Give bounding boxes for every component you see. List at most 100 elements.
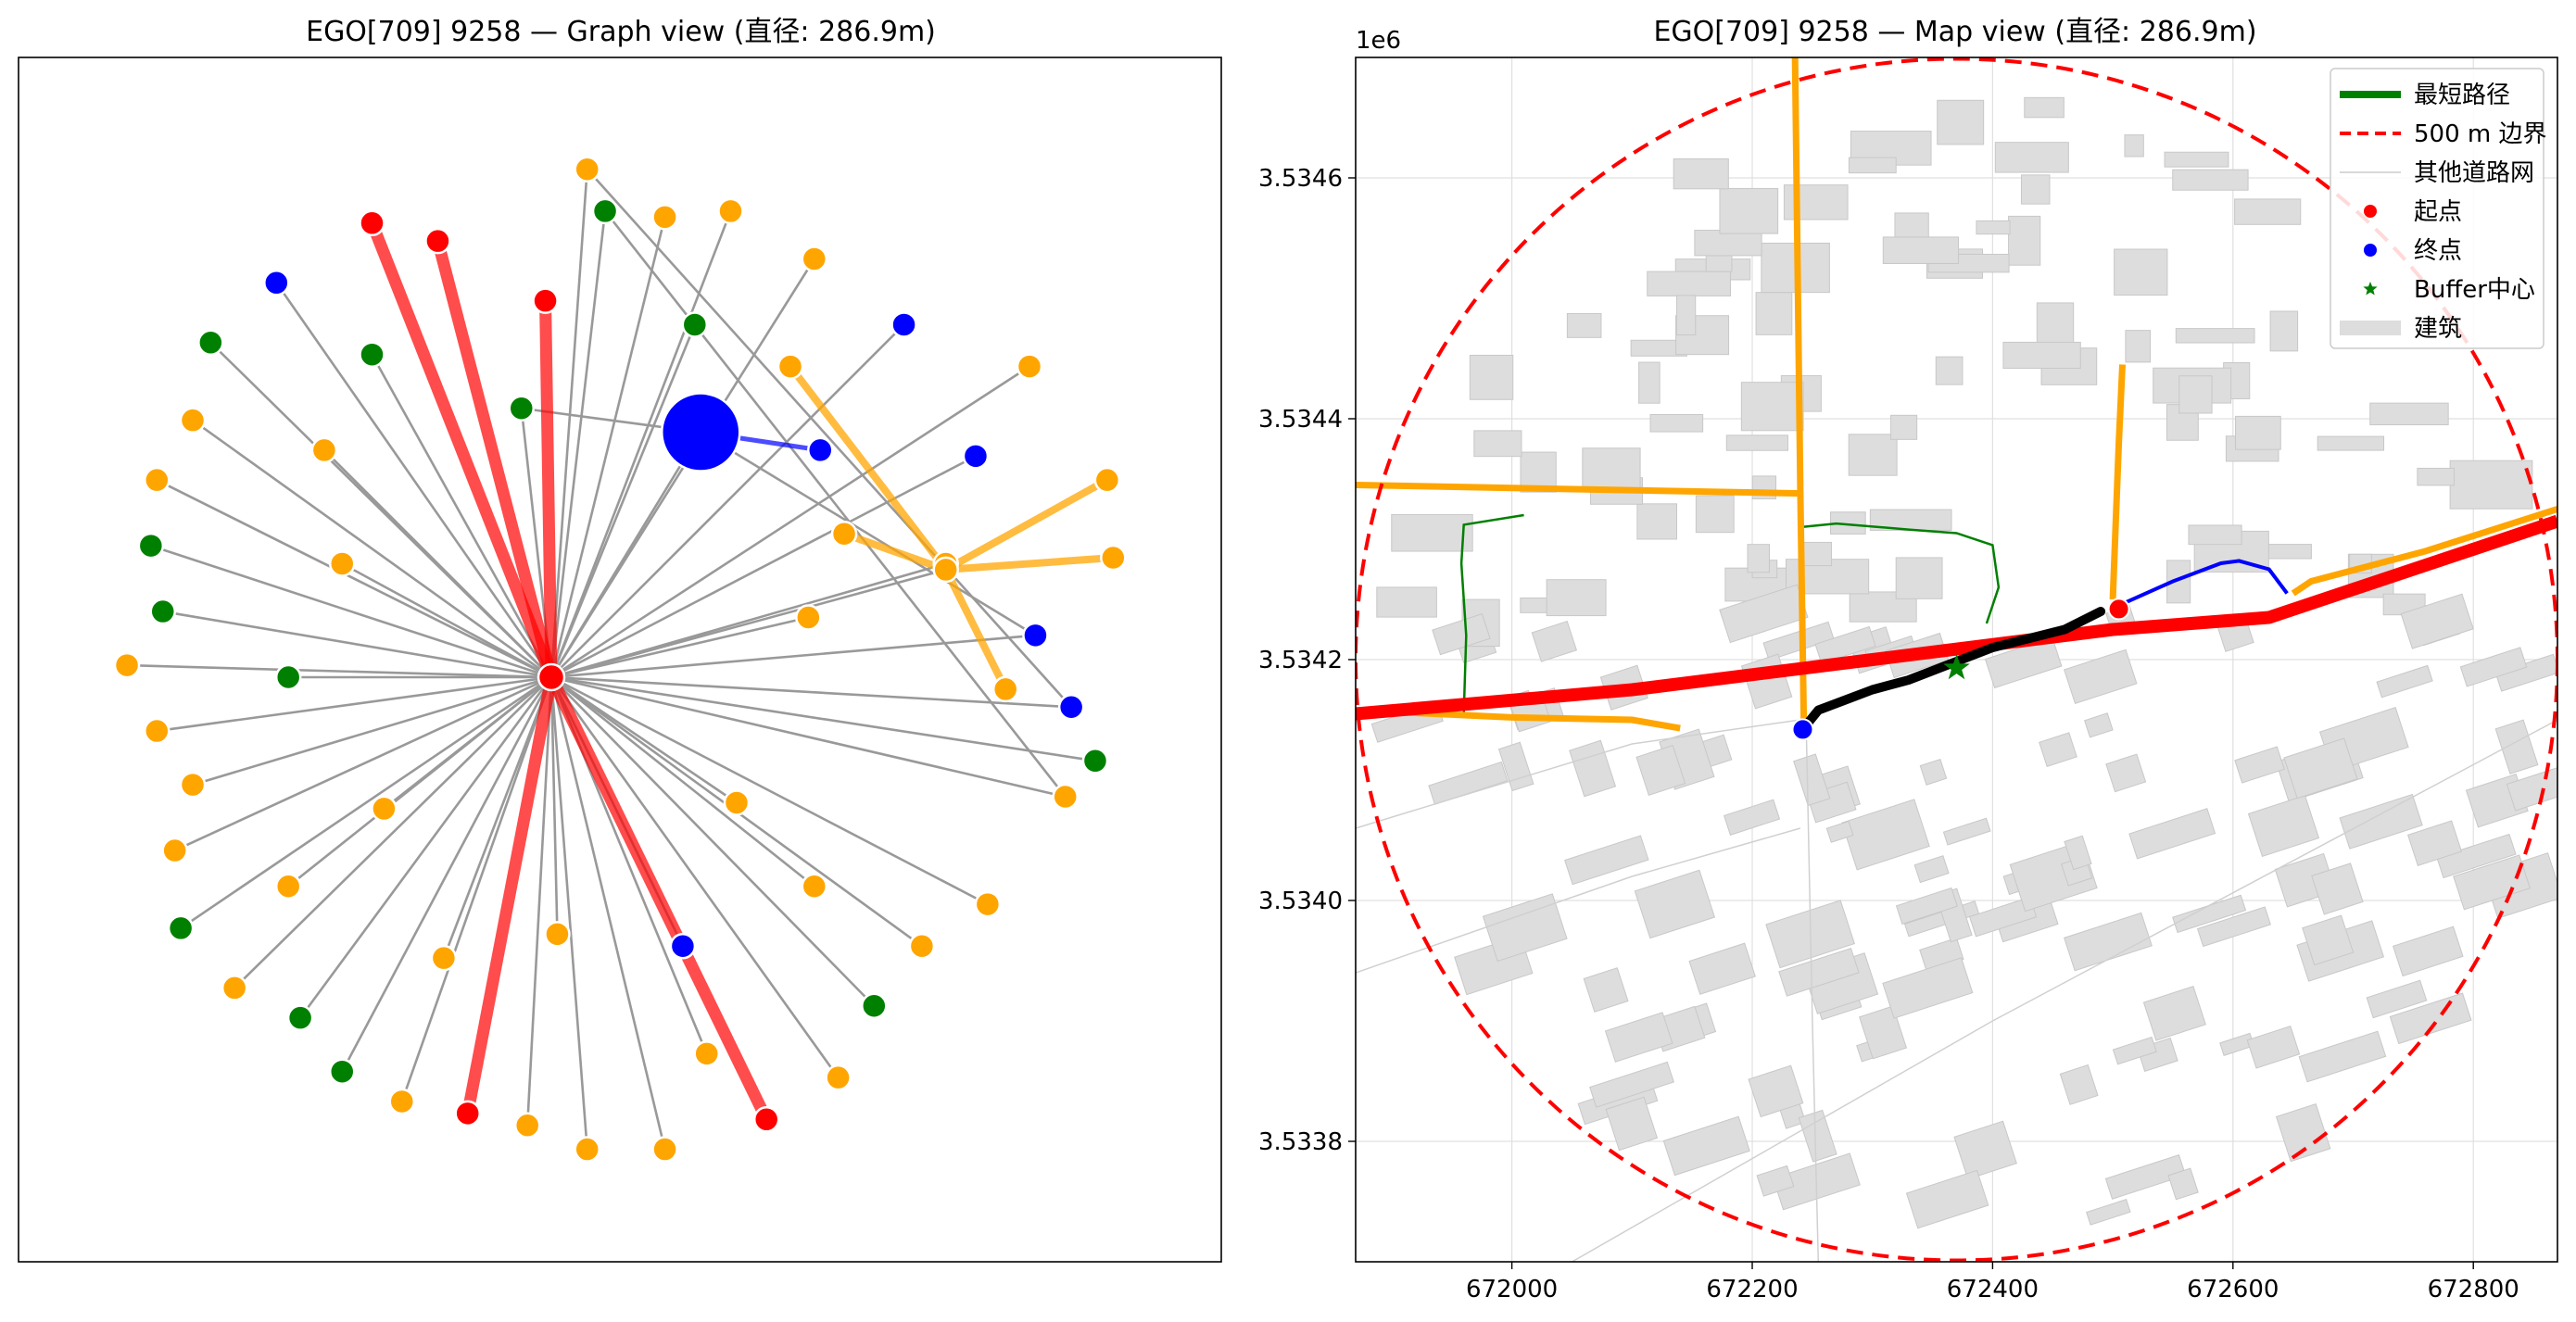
- graph-node: [932, 556, 959, 584]
- building: [2196, 906, 2271, 948]
- building: [2366, 979, 2428, 1019]
- building: [2234, 198, 2302, 225]
- graph-node: [221, 975, 248, 1001]
- graph-edge: [549, 169, 588, 678]
- graph-node: [371, 795, 398, 823]
- graph-edge: [550, 675, 1072, 709]
- graph-node: [1093, 466, 1121, 494]
- building: [1649, 413, 1704, 433]
- building: [1725, 434, 1788, 451]
- building: [1748, 1064, 1804, 1118]
- building: [1673, 157, 1729, 190]
- graph-node: [962, 443, 990, 470]
- building: [2142, 986, 2206, 1041]
- building: [1953, 1120, 2017, 1180]
- building: [1841, 799, 1930, 871]
- building: [2124, 134, 2144, 157]
- building: [2453, 854, 2532, 911]
- building: [1723, 799, 1781, 836]
- building: [1638, 361, 1661, 404]
- graph-edge: [549, 323, 697, 678]
- graph-node: [693, 1040, 720, 1067]
- other-road: [1356, 827, 1801, 974]
- building: [1882, 236, 1960, 264]
- graph-edge: [550, 568, 947, 679]
- shortest-path: [1798, 607, 2106, 735]
- building: [1482, 893, 1568, 963]
- legend-label: 500 m 边界: [2414, 120, 2546, 148]
- building: [2436, 833, 2517, 879]
- building: [2064, 912, 2153, 972]
- graph-node: [286, 1004, 314, 1031]
- graph-edge: [322, 448, 552, 678]
- building: [1778, 947, 1860, 997]
- graph-edge: [549, 676, 840, 1078]
- building: [2234, 746, 2285, 784]
- building: [2008, 215, 2041, 266]
- building: [2036, 302, 2075, 344]
- building: [2064, 835, 2092, 871]
- graph-node: [591, 197, 619, 225]
- graph-edge: [192, 675, 552, 787]
- graph-node: [508, 395, 535, 422]
- building: [2064, 648, 2138, 705]
- graph-node: [263, 270, 290, 296]
- building: [2084, 712, 2114, 738]
- graph-edge: [550, 675, 989, 906]
- graph-node: [454, 1100, 481, 1127]
- building: [1688, 942, 1756, 995]
- graph-node: [991, 675, 1019, 703]
- building: [2247, 794, 2320, 858]
- y-tick-label: 3.5342: [1258, 647, 1343, 674]
- graph-node: [149, 598, 176, 625]
- x-tick-label: 672600: [2187, 1276, 2279, 1303]
- building: [2164, 151, 2229, 168]
- y-offset-label: 1e6: [1356, 27, 1401, 55]
- graph-frame: [18, 57, 1222, 1263]
- graph-edge: [550, 323, 905, 678]
- graph-edge: [192, 419, 552, 679]
- building: [1825, 820, 1854, 843]
- graph-edge: [550, 616, 809, 679]
- building: [1634, 869, 1716, 939]
- building: [2086, 1199, 2131, 1226]
- building: [2311, 862, 2364, 915]
- building: [2246, 1026, 2301, 1069]
- building: [1913, 855, 1950, 884]
- building: [2298, 1030, 2387, 1083]
- building: [1890, 414, 1918, 440]
- building: [1719, 187, 1779, 234]
- legend-label: 最短路径: [2414, 82, 2510, 109]
- graph-node: [1052, 783, 1079, 811]
- building: [1569, 739, 1617, 798]
- building: [2459, 647, 2528, 687]
- building: [1635, 744, 1686, 796]
- graph-edge: [400, 676, 553, 1102]
- graph-node: [777, 353, 804, 380]
- graph-node: [1022, 622, 1049, 649]
- graph-node: [161, 837, 188, 864]
- building: [1546, 579, 1607, 617]
- building: [1935, 356, 1964, 385]
- graph-edge: [341, 562, 552, 679]
- building: [2302, 914, 2355, 966]
- other-road: [1805, 731, 1820, 1262]
- x-tick-label: 672000: [1466, 1276, 1558, 1303]
- graph-node: [752, 1106, 780, 1133]
- building: [1799, 541, 1833, 567]
- building: [1905, 1169, 1989, 1229]
- graph-node: [1081, 748, 1109, 774]
- building: [1994, 142, 2069, 173]
- graph-node: [197, 329, 224, 357]
- legend-swatch: [2363, 282, 2378, 296]
- y-tick-label: 3.5340: [1258, 888, 1343, 915]
- graph-edge: [275, 282, 553, 678]
- building: [1662, 1115, 1750, 1177]
- graph-edge: [150, 544, 552, 679]
- building: [1636, 503, 1678, 540]
- start-point: [1791, 718, 1814, 741]
- building: [2059, 1064, 2099, 1105]
- buffer-center-star: [1943, 654, 1970, 680]
- graph-node: [795, 604, 822, 631]
- green-path: [1459, 513, 1524, 714]
